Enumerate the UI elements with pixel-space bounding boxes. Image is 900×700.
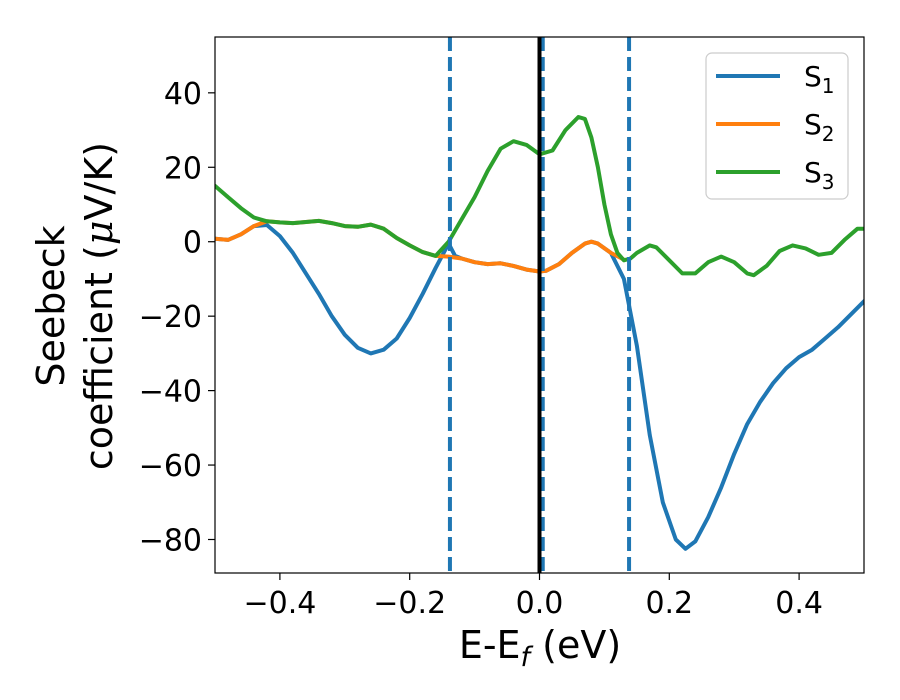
y-axis-label-text: coefficient ( (77, 245, 121, 470)
y-axis-label-line1: Seebeck (29, 225, 73, 386)
legend-label-s1: S1 (804, 60, 835, 98)
y-tick-label: 20 (164, 151, 202, 186)
y-tick-label: −20 (139, 300, 202, 335)
x-axis-ticks: −0.4 −0.2 0.0 0.2 0.4 (243, 573, 823, 621)
x-tick-label: −0.2 (373, 586, 446, 621)
y-tick-label: 0 (183, 226, 202, 261)
x-tick-label: 0.2 (645, 586, 693, 621)
y-tick-label: −80 (139, 524, 202, 559)
x-axis-label-main: E-E (459, 623, 521, 667)
y-axis-label-unit: V/K) (77, 142, 121, 221)
x-tick-label: −0.4 (243, 586, 316, 621)
y-axis-ticks: −80 −60 −40 −20 0 20 40 (139, 77, 215, 559)
legend-label-s3: S3 (804, 156, 835, 194)
x-axis-label: E-Ef (eV) (459, 623, 621, 673)
x-tick-label: 0.0 (516, 586, 564, 621)
y-axis-label-line2: coefficient (μV/K) (77, 142, 121, 470)
y-axis-label-mu: μ (77, 220, 121, 245)
legend-label-s2: S2 (804, 108, 835, 146)
legend: S1 S2 S3 (705, 52, 849, 200)
y-tick-label: −60 (139, 449, 202, 484)
x-tick-label: 0.4 (775, 586, 823, 621)
reference-lines (447, 37, 632, 573)
y-tick-label: −40 (139, 375, 202, 410)
plot-area (215, 115, 864, 551)
series-line-s3 (215, 115, 864, 278)
x-axis-label-unit: (eV) (530, 623, 621, 667)
y-tick-label: 40 (164, 77, 202, 112)
